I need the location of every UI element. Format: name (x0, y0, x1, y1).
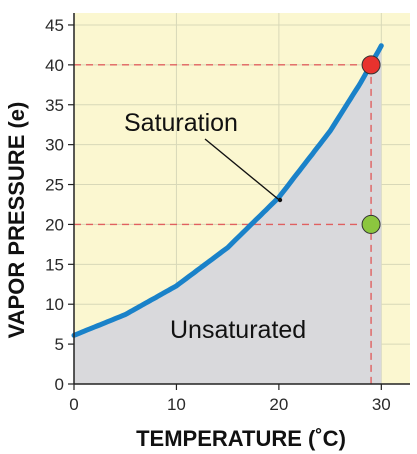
unsaturated-label: Unsaturated (170, 316, 306, 344)
y-tick-label: 0 (55, 375, 64, 394)
y-tick-label: 40 (45, 56, 64, 75)
x-tick-label: 10 (167, 395, 186, 414)
y-tick-label: 30 (45, 136, 64, 155)
y-tick-label: 15 (45, 255, 64, 274)
saturation-curve (71, 43, 384, 338)
y-tick-label: 45 (45, 16, 64, 35)
saturation-label: Saturation (124, 109, 238, 137)
x-tick-label: 20 (269, 395, 288, 414)
x-tick-label: 0 (69, 395, 78, 414)
y-tick-label: 25 (45, 176, 64, 195)
saturation-pointer-dot (277, 197, 283, 203)
y-tick-labels: 0 5 10 15 20 25 30 35 40 45 (45, 16, 74, 394)
y-axis-title: VAPOR PRESSURE (e) (4, 102, 29, 339)
unsaturated-region (74, 45, 382, 384)
y-tick-label: 10 (45, 295, 64, 314)
data-point (361, 55, 381, 75)
x-tick-label: 30 (372, 395, 391, 414)
y-tick-label: 35 (45, 96, 64, 115)
y-tick-label: 20 (45, 215, 64, 234)
y-tick-label: 5 (55, 335, 64, 354)
x-tick-labels: 0 10 20 30 (69, 384, 391, 414)
data-points (361, 55, 381, 234)
x-axis-title: TEMPERATURE (˚C) (136, 426, 346, 451)
saturation-pointer-line (204, 138, 279, 200)
data-point (361, 214, 381, 234)
